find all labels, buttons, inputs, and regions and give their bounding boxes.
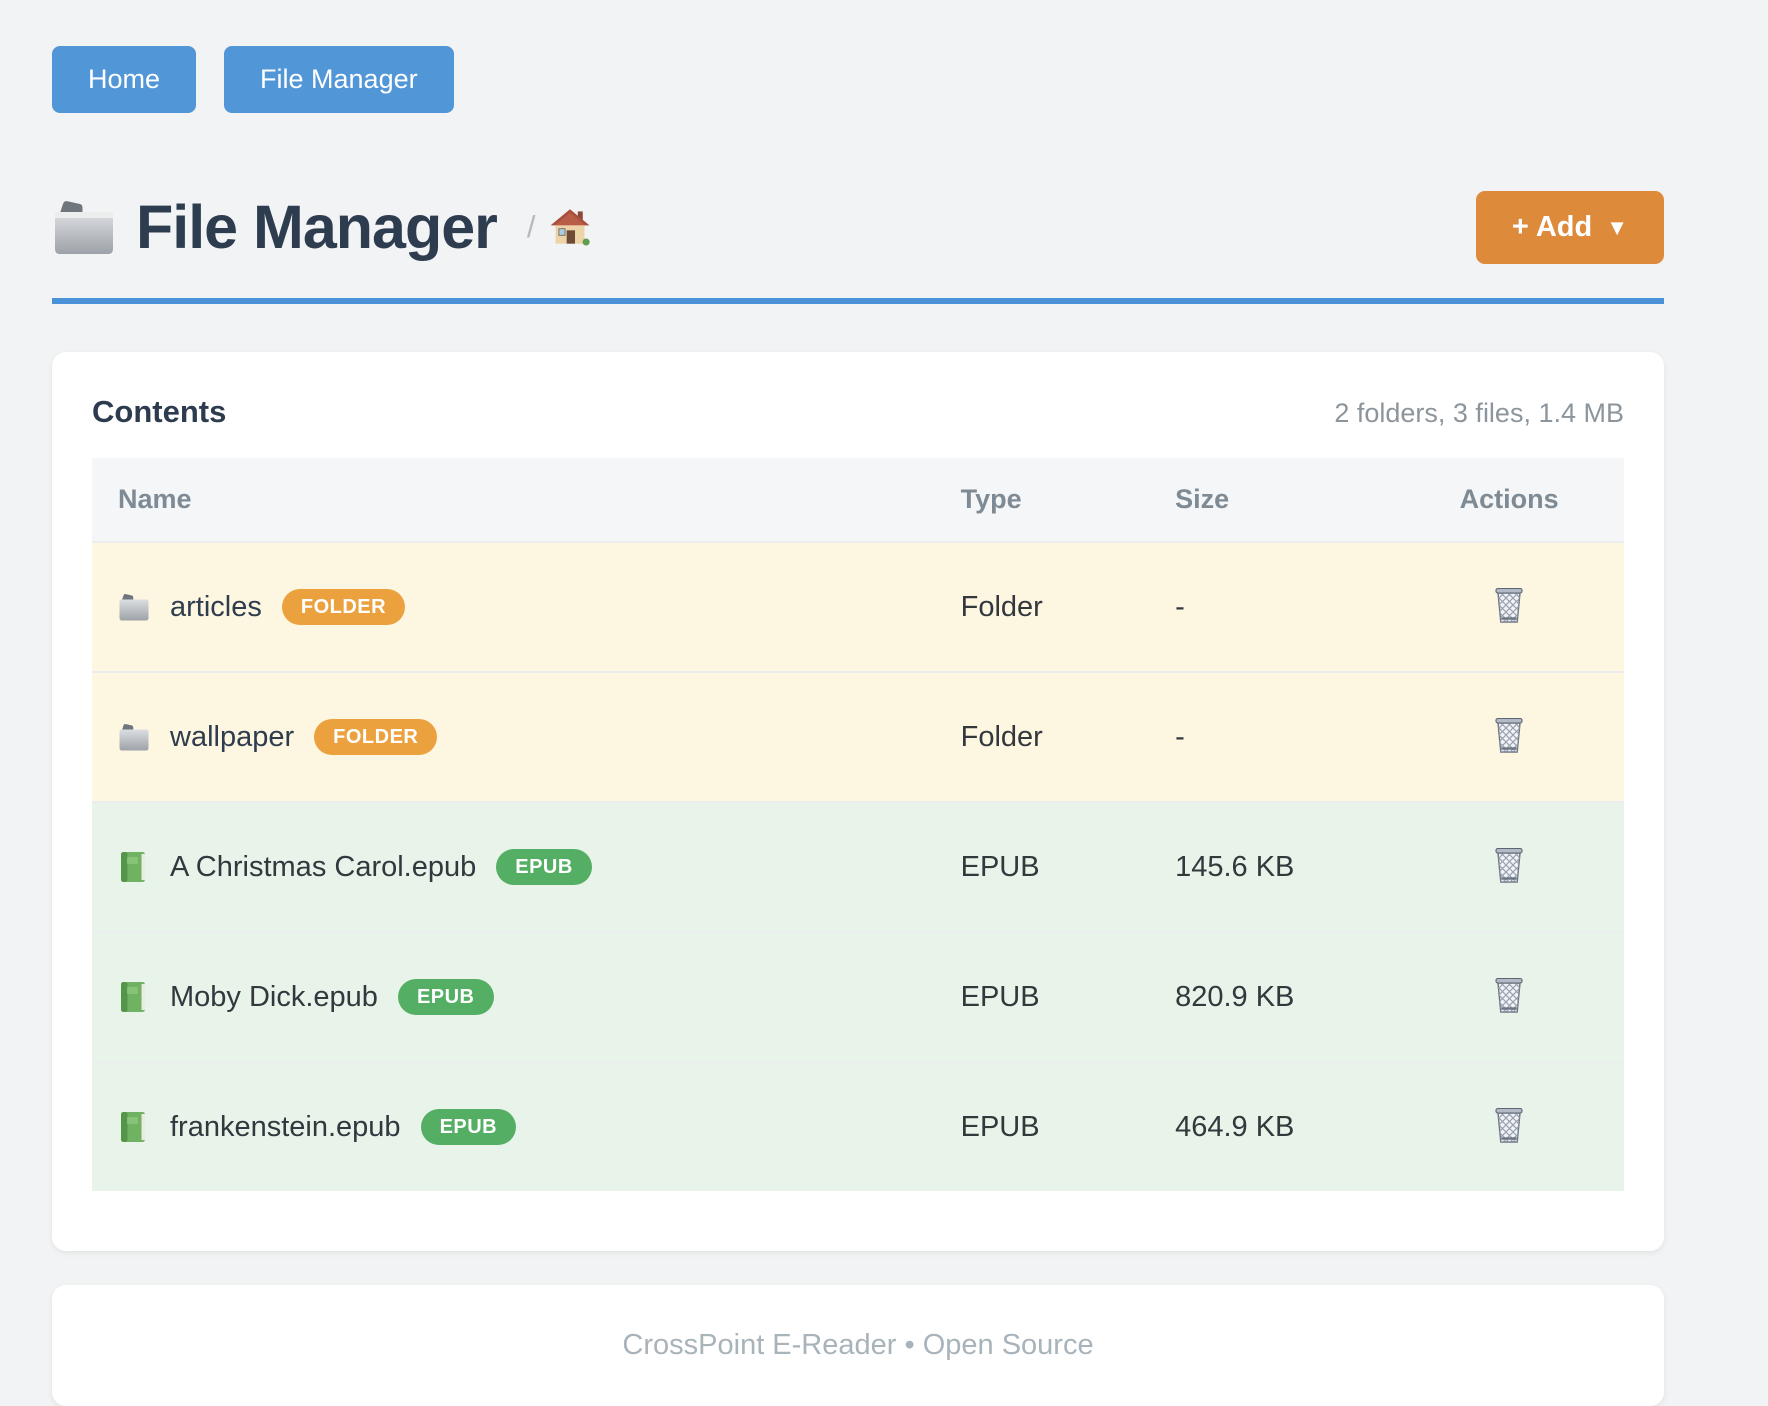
file-name-link[interactable]: wallpaper <box>170 720 295 753</box>
table-row: articles FOLDER Folder - <box>92 542 1624 672</box>
column-header-name: Name <box>92 458 935 542</box>
contents-card-header: Contents 2 folders, 3 files, 1.4 MB <box>92 394 1624 430</box>
file-name-link[interactable]: frankenstein.epub <box>170 1110 401 1143</box>
trash-icon <box>1491 847 1527 887</box>
delete-button[interactable] <box>1489 972 1529 1016</box>
delete-button[interactable] <box>1489 712 1529 756</box>
title-group: File Manager / <box>52 193 1476 262</box>
contents-card: Contents 2 folders, 3 files, 1.4 MB Name… <box>52 352 1664 1251</box>
type-badge: EPUB <box>397 979 494 1015</box>
type-badge: FOLDER <box>314 719 438 755</box>
file-name-link[interactable]: articles <box>170 590 262 623</box>
header-divider <box>52 298 1664 304</box>
type-cell: Folder <box>960 720 1043 753</box>
table-row: wallpaper FOLDER Folder - <box>92 672 1624 802</box>
home-button[interactable]: Home <box>52 46 197 113</box>
column-header-size: Size <box>1149 458 1395 542</box>
name-cell: A Christmas Carol.epub EPUB <box>118 849 909 885</box>
top-nav: Home File Manager <box>52 46 1664 113</box>
table-row: frankenstein.epub EPUB EPUB 464.9 KB <box>92 1062 1624 1191</box>
name-cell: frankenstein.epub EPUB <box>118 1109 909 1145</box>
type-cell: EPUB <box>960 1110 1040 1143</box>
trash-icon <box>1491 977 1527 1017</box>
page-title: File Manager <box>136 193 498 262</box>
type-cell: Folder <box>960 590 1043 623</box>
size-cell: 464.9 KB <box>1175 1110 1295 1143</box>
contents-summary: 2 folders, 3 files, 1.4 MB <box>1334 398 1624 428</box>
file-table: Name Type Size Actions <box>92 458 1624 1191</box>
delete-button[interactable] <box>1489 1102 1529 1146</box>
size-cell: 820.9 KB <box>1175 980 1295 1013</box>
chevron-down-icon: ▼ <box>1606 214 1628 240</box>
type-cell: EPUB <box>960 850 1040 883</box>
add-button-label: + Add <box>1511 211 1593 243</box>
delete-button[interactable] <box>1489 582 1529 626</box>
trash-icon <box>1491 1107 1527 1147</box>
type-badge: FOLDER <box>281 589 406 625</box>
footer: CrossPoint E-Reader • Open Source <box>52 1285 1664 1406</box>
contents-title: Contents <box>92 394 227 429</box>
size-cell: 145.6 KB <box>1175 850 1295 883</box>
home-breadcrumb-icon[interactable] <box>550 208 590 247</box>
table-row: Moby Dick.epub EPUB EPUB 820.9 KB <box>92 932 1624 1062</box>
type-badge: EPUB <box>420 1109 517 1145</box>
header-row: Name Type Size Actions <box>92 458 1624 542</box>
name-cell: Moby Dick.epub EPUB <box>118 979 909 1015</box>
name-cell: wallpaper FOLDER <box>118 719 909 755</box>
book-icon <box>118 1110 150 1144</box>
size-cell: - <box>1175 720 1185 753</box>
size-cell: - <box>1175 590 1185 623</box>
column-header-actions: Actions <box>1394 458 1624 542</box>
book-icon <box>118 850 150 884</box>
book-icon <box>118 980 150 1014</box>
add-button[interactable]: + Add ▼ <box>1475 191 1664 264</box>
type-badge: EPUB <box>496 849 592 885</box>
footer-text: CrossPoint E-Reader • Open Source <box>622 1329 1094 1361</box>
breadcrumb: / <box>526 208 590 247</box>
column-header-type: Type <box>934 458 1150 542</box>
breadcrumb-separator: / <box>526 209 536 245</box>
file-table-head: Name Type Size Actions <box>92 458 1624 542</box>
name-cell: articles FOLDER <box>118 589 909 625</box>
contents-table-body: articles FOLDER Folder - <box>92 542 1624 1191</box>
file-manager-button[interactable]: File Manager <box>224 46 454 113</box>
trash-icon <box>1491 587 1527 627</box>
trash-icon <box>1491 717 1527 757</box>
delete-button[interactable] <box>1489 842 1529 886</box>
table-row: A Christmas Carol.epub EPUB EPUB 145.6 K… <box>92 802 1624 932</box>
type-cell: EPUB <box>960 980 1040 1013</box>
folder-icon <box>52 198 116 256</box>
folder-icon <box>118 590 150 624</box>
folder-icon <box>118 720 150 754</box>
file-name-link[interactable]: Moby Dick.epub <box>170 980 378 1013</box>
page-header: File Manager / + Add ▼ <box>52 191 1664 264</box>
file-name-link[interactable]: A Christmas Carol.epub <box>170 850 477 883</box>
